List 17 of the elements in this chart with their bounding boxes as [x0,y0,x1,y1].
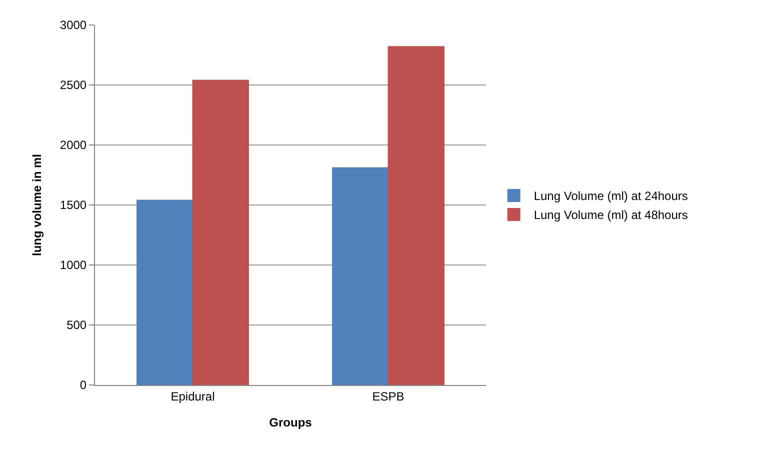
y-tick-label: 3000 [60,18,87,32]
x-axis-title: Groups [269,415,312,430]
y-tick-label: 0 [80,378,87,392]
bar [136,200,194,385]
y-axis-title: lung volume in ml [30,154,44,256]
x-tick-label: ESPB [372,389,404,404]
y-tick-label: 1000 [60,258,87,272]
y-tick-label: 2000 [60,138,87,152]
y-tick-label: 500 [66,318,87,332]
bar [192,80,249,385]
y-tick-label: 2500 [60,78,87,92]
legend-label: Lung Volume (ml) at 24hours [534,189,688,204]
y-tick-label: 1500 [60,198,87,212]
bar [388,46,444,385]
x-tick-label: Epidural [170,389,215,404]
legend-label: Lung Volume (ml) at 48hours [534,208,688,222]
bar [332,167,389,385]
